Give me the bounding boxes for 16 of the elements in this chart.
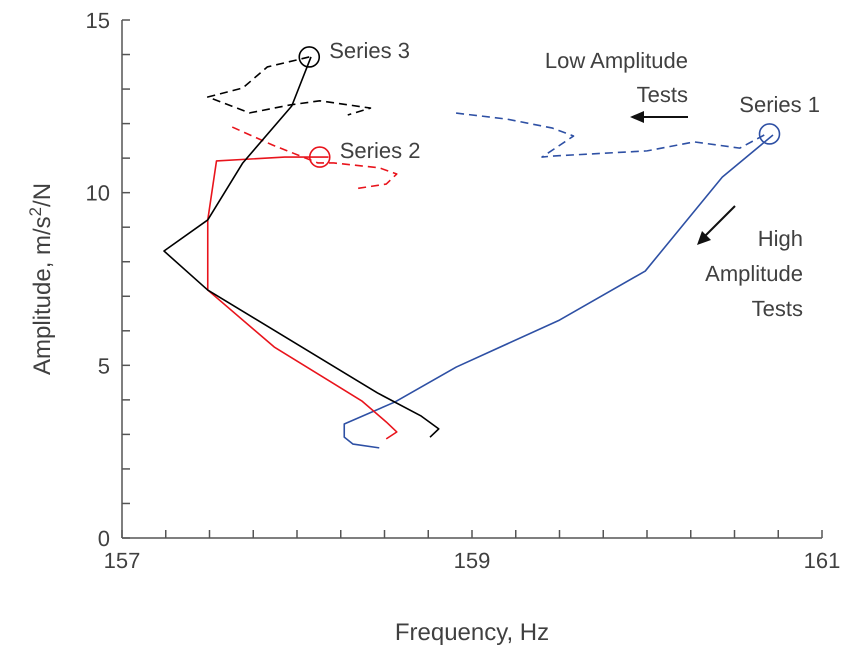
x-tick-label: 157	[104, 548, 140, 573]
annotation: High Amplitude Tests	[705, 226, 803, 321]
series-label: Series 1	[739, 92, 820, 117]
y-tick-label: 15	[86, 8, 110, 33]
x-axis-title: Frequency, Hz	[394, 619, 550, 646]
x-tick-label: 159	[454, 548, 490, 573]
x-tick-label: 161	[804, 548, 840, 573]
series-label: Series 3	[329, 38, 410, 63]
series-label: Series 2	[340, 138, 420, 164]
y-tick-label: 10	[86, 180, 110, 206]
point	[758, 123, 780, 145]
annotation: Low Amplitude Tests	[544, 48, 688, 107]
y-tick-label: 0	[98, 526, 110, 551]
point	[298, 46, 320, 68]
y-tick-label: 5	[98, 353, 110, 378]
point	[308, 146, 331, 168]
